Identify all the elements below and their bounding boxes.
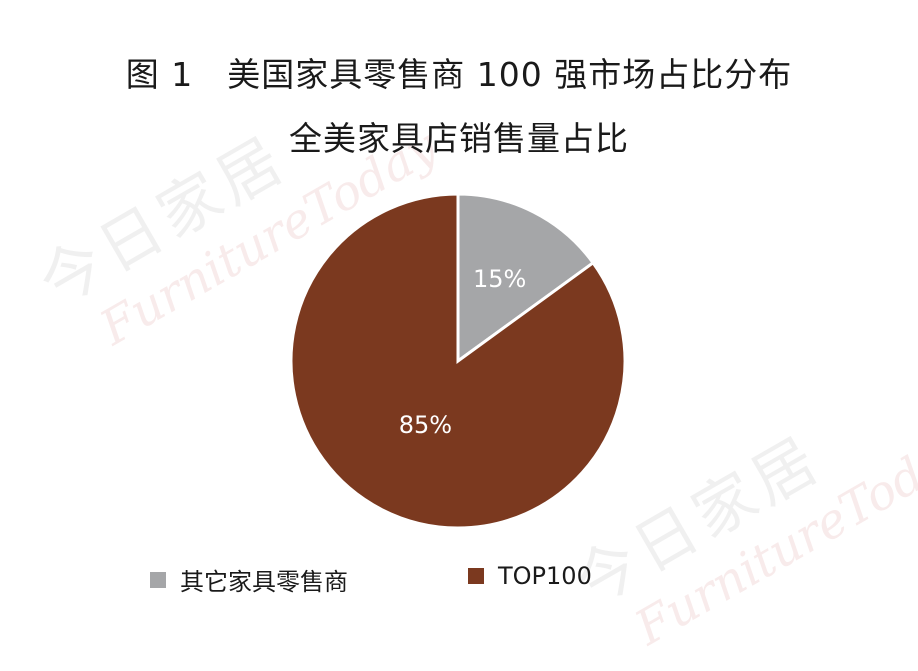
figure-title: 图 1 美国家具零售商 100 强市场占比分布 bbox=[125, 55, 793, 94]
legend-item-others: 其它家具零售商 bbox=[150, 562, 348, 597]
pie-label-0: 15% bbox=[473, 265, 526, 293]
legend-label-others: 其它家具零售商 bbox=[180, 568, 348, 596]
legend-swatch-others bbox=[150, 571, 166, 588]
chart-title: 全美家具店销售量占比 bbox=[289, 119, 629, 158]
legend-label-top100: TOP100 bbox=[498, 562, 592, 590]
pie-label-1: 85% bbox=[399, 411, 452, 439]
pie-slice-0 bbox=[456, 192, 596, 364]
pie-chart: 15% 85% bbox=[289, 192, 627, 530]
pie-slice-1 bbox=[289, 192, 627, 530]
legend-item-top100: TOP100 bbox=[468, 562, 592, 590]
legend-swatch-top100 bbox=[468, 568, 484, 584]
